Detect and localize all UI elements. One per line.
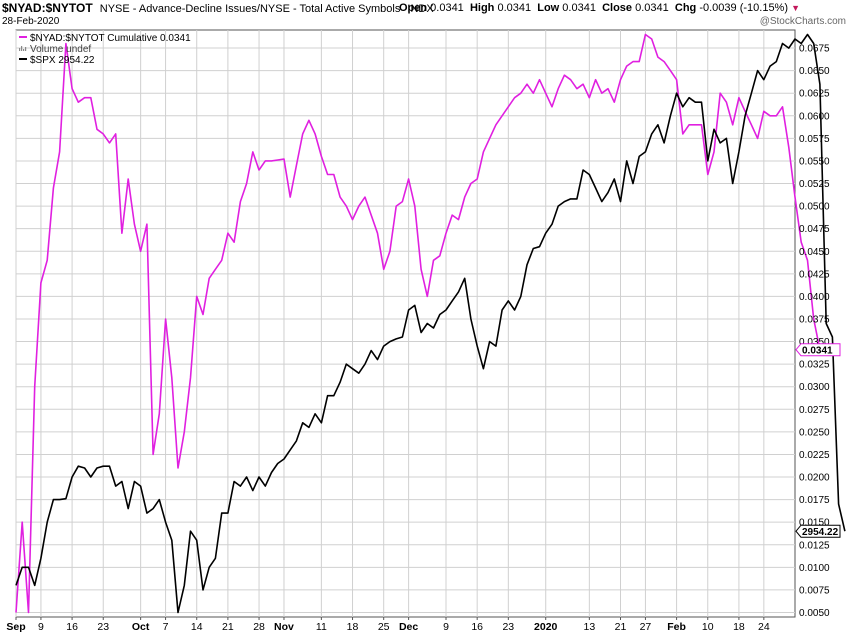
x-tick-label: 10 (702, 621, 714, 633)
x-tick-label: 14 (191, 621, 203, 633)
y-tick-label: 0.0075 (799, 585, 830, 596)
y-tick-label: 0.0050 (799, 608, 830, 619)
y-tick-label: 0.0375 (799, 314, 830, 325)
symbol-description: NYSE - Advance-Decline Issues/NYSE - Tot… (99, 3, 401, 15)
y-tick-label: 0.0600 (799, 111, 830, 122)
y-tick-label: 0.0450 (799, 247, 830, 258)
x-tick-label: 18 (733, 621, 745, 633)
down-arrow-icon: ▼ (791, 3, 800, 13)
x-tick-label: Nov (274, 621, 294, 633)
x-tick-label: Dec (399, 621, 418, 633)
y-tick-label: 0.0400 (799, 292, 830, 303)
x-tick-label: 11 (316, 621, 327, 633)
chart-header: $NYAD:$NYTOT NYSE - Advance-Decline Issu… (2, 1, 848, 16)
brand-watermark: @StockCharts.com (759, 16, 846, 27)
close-label: Close (602, 2, 633, 14)
volume-bar (19, 48, 21, 51)
nyad-last-value-tag: 0.0341 (795, 343, 841, 357)
symbol: $NYAD:$NYTOT (2, 1, 93, 15)
spx-series-line (15, 33, 846, 614)
x-tick-label: 21 (615, 621, 627, 633)
open-value: 0.0341 (430, 2, 464, 14)
y-tick-label: 0.0650 (799, 66, 830, 77)
nyad-series-line (15, 33, 821, 614)
x-tick-label: 16 (66, 621, 78, 633)
chg-label: Chg (674, 2, 697, 14)
y-tick-label: 0.0675 (799, 44, 830, 55)
value-tag-text: 2954.22 (802, 527, 839, 538)
x-tick-label: 16 (471, 621, 483, 633)
x-tick-label: 18 (347, 621, 359, 633)
x-tick-label: Feb (667, 621, 686, 633)
y-tick-label: 0.0625 (799, 89, 830, 100)
high-label: High (469, 2, 495, 14)
y-tick-label: 0.0475 (799, 224, 830, 235)
chg-value: -0.0039 (-10.15%) (699, 2, 789, 14)
exchange: INDX (407, 3, 434, 15)
volume-bar (21, 46, 23, 51)
legend-label: $SPX 2954.22 (30, 55, 95, 66)
close-value: 0.0341 (635, 2, 669, 14)
x-tick-label: 2020 (534, 621, 558, 633)
volume-bar (25, 47, 27, 51)
value-tag-box (795, 524, 841, 538)
x-tick-label: 7 (163, 621, 169, 633)
x-tick-label: Oct (132, 621, 150, 633)
y-tick-label: 0.0150 (799, 518, 830, 529)
x-tick-label: Sep (6, 621, 25, 633)
x-tick-label: 21 (222, 621, 234, 633)
x-tick-label: 9 (443, 621, 449, 633)
y-tick-label: 0.0575 (799, 134, 830, 145)
y-tick-label: 0.0525 (799, 179, 830, 190)
x-tick-label: 13 (584, 621, 596, 633)
y-tick-label: 0.0250 (799, 427, 830, 438)
x-tick-label: 27 (640, 621, 652, 633)
spx-last-value-tag: 2954.22 (795, 524, 841, 538)
y-tick-label: 0.0100 (799, 563, 830, 574)
ohlc-readout: Open 0.0341 High 0.0341 Low 0.0341 Close… (399, 2, 800, 14)
y-tick-label: 0.0325 (799, 360, 830, 371)
high-value: 0.0341 (497, 2, 532, 14)
y-tick-label: 0.0350 (799, 337, 830, 348)
x-tick-label: 9 (38, 621, 44, 633)
y-tick-label: 0.0425 (799, 269, 830, 280)
volume-bar (23, 49, 25, 51)
y-tick-label: 0.0200 (799, 473, 830, 484)
low-label: Low (537, 2, 560, 14)
chart-date: 28-Feb-2020 (2, 16, 60, 27)
y-tick-label: 0.0275 (799, 405, 830, 416)
x-tick-label: 23 (502, 621, 514, 633)
value-tag-box (795, 343, 841, 357)
x-tick-label: 24 (758, 621, 770, 633)
volume-bars-icon (19, 46, 27, 51)
legend-label: $NYAD:$NYTOT Cumulative 0.0341 (30, 33, 191, 44)
open-label: Open (398, 2, 428, 14)
x-tick-label: 25 (378, 621, 390, 633)
y-tick-label: 0.0500 (799, 202, 830, 213)
x-tick-label: 28 (253, 621, 265, 633)
x-tick-label: 23 (97, 621, 109, 633)
low-value: 0.0341 (562, 2, 596, 14)
y-tick-label: 0.0300 (799, 382, 830, 393)
y-tick-label: 0.0550 (799, 156, 830, 167)
y-tick-label: 0.0225 (799, 450, 830, 461)
y-tick-label: 0.0175 (799, 495, 830, 506)
y-tick-label: 0.0125 (799, 540, 830, 551)
legend-label: Volume undef (30, 44, 91, 55)
value-tag-text: 0.0341 (802, 346, 833, 357)
